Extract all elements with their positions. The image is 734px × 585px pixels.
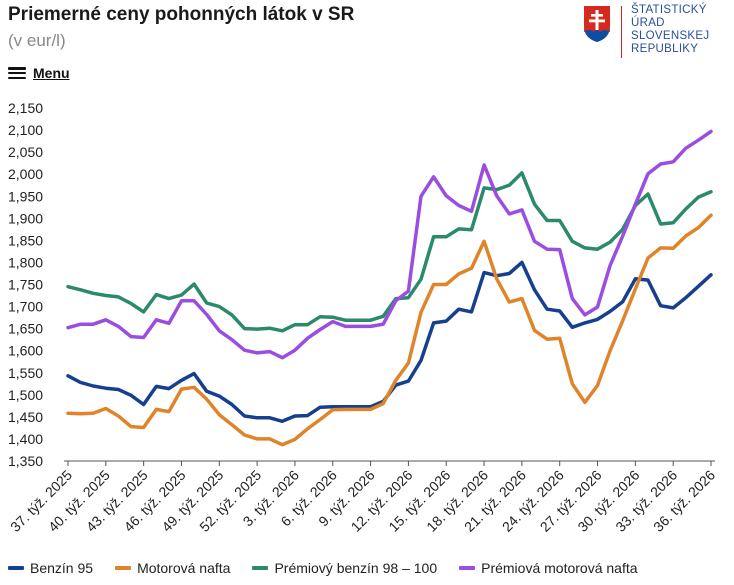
y-tick-label: 1,850	[8, 232, 43, 248]
legend-item[interactable]: Motorová nafta	[115, 560, 230, 576]
legend-label: Benzín 95	[30, 560, 94, 576]
legend-label: Prémiová motorová nafta	[481, 560, 638, 576]
series-lines	[66, 129, 713, 447]
logo-divider	[621, 6, 622, 58]
logo-line: ÚRAD	[631, 17, 665, 29]
chart-subtitle: (v eur/l)	[8, 31, 66, 50]
y-tick-label: 1,600	[8, 343, 43, 359]
legend-item[interactable]: Prémiová motorová nafta	[459, 560, 638, 576]
y-tick-label: 2,100	[8, 122, 43, 138]
logo-line: SLOVENSKEJ	[631, 30, 710, 42]
legend: Benzín 95 Motorová nafta Prémiový benzín 9…	[8, 560, 638, 576]
y-tick-label: 1,450	[8, 409, 43, 425]
y-tick-label: 2,000	[8, 166, 43, 182]
y-tick-label: 1,350	[8, 453, 43, 469]
menu-label: Menu	[33, 65, 70, 81]
y-tick-label: 1,550	[8, 365, 43, 381]
y-tick-label: 2,150	[8, 100, 43, 116]
y-tick-label: 1,500	[8, 387, 43, 403]
chart-title: Priemerné ceny pohonných látok v SR	[8, 4, 355, 25]
legend-swatch	[115, 566, 132, 570]
y-tick-label: 1,750	[8, 277, 43, 293]
hamburger-icon	[8, 67, 26, 79]
y-tick-label: 1,700	[8, 299, 43, 315]
legend-swatch	[459, 566, 476, 570]
legend-swatch	[8, 566, 24, 570]
legend-swatch	[252, 566, 269, 570]
y-tick-label: 1,900	[8, 210, 43, 226]
legend-label: Motorová nafta	[137, 560, 231, 576]
statistical-office-logo[interactable]: ŠTATISTICKÝ ÚRAD SLOVENSKEJ REPUBLIKY	[582, 4, 709, 58]
logo-text: ŠTATISTICKÝ ÚRAD SLOVENSKEJ REPUBLIKY	[631, 4, 709, 58]
logo-line: REPUBLIKY	[631, 43, 699, 55]
legend-item[interactable]: Benzín 95	[8, 560, 93, 576]
series-line[interactable]	[66, 171, 713, 333]
y-tick-label: 1,400	[8, 431, 43, 447]
y-tick-label: 1,800	[8, 254, 43, 270]
y-tick-label: 1,950	[8, 188, 43, 204]
legend-label: Prémiový benzín 98 – 100	[274, 560, 438, 576]
slovak-coat-of-arms-icon	[584, 6, 610, 42]
legend-item[interactable]: Prémiový benzín 98 – 100	[252, 560, 437, 576]
y-tick-label: 2,050	[8, 144, 43, 160]
series-line[interactable]	[66, 129, 713, 360]
series-line[interactable]	[66, 213, 713, 447]
y-axis: 1,350 1,400 1,450 1,500 1,550 1,600 1,650 1,700…	[8, 100, 43, 469]
y-tick-label: 1,650	[8, 321, 43, 337]
logo-line: ŠTATISTICKÝ	[631, 4, 707, 16]
menu-button[interactable]: Menu	[8, 65, 70, 81]
